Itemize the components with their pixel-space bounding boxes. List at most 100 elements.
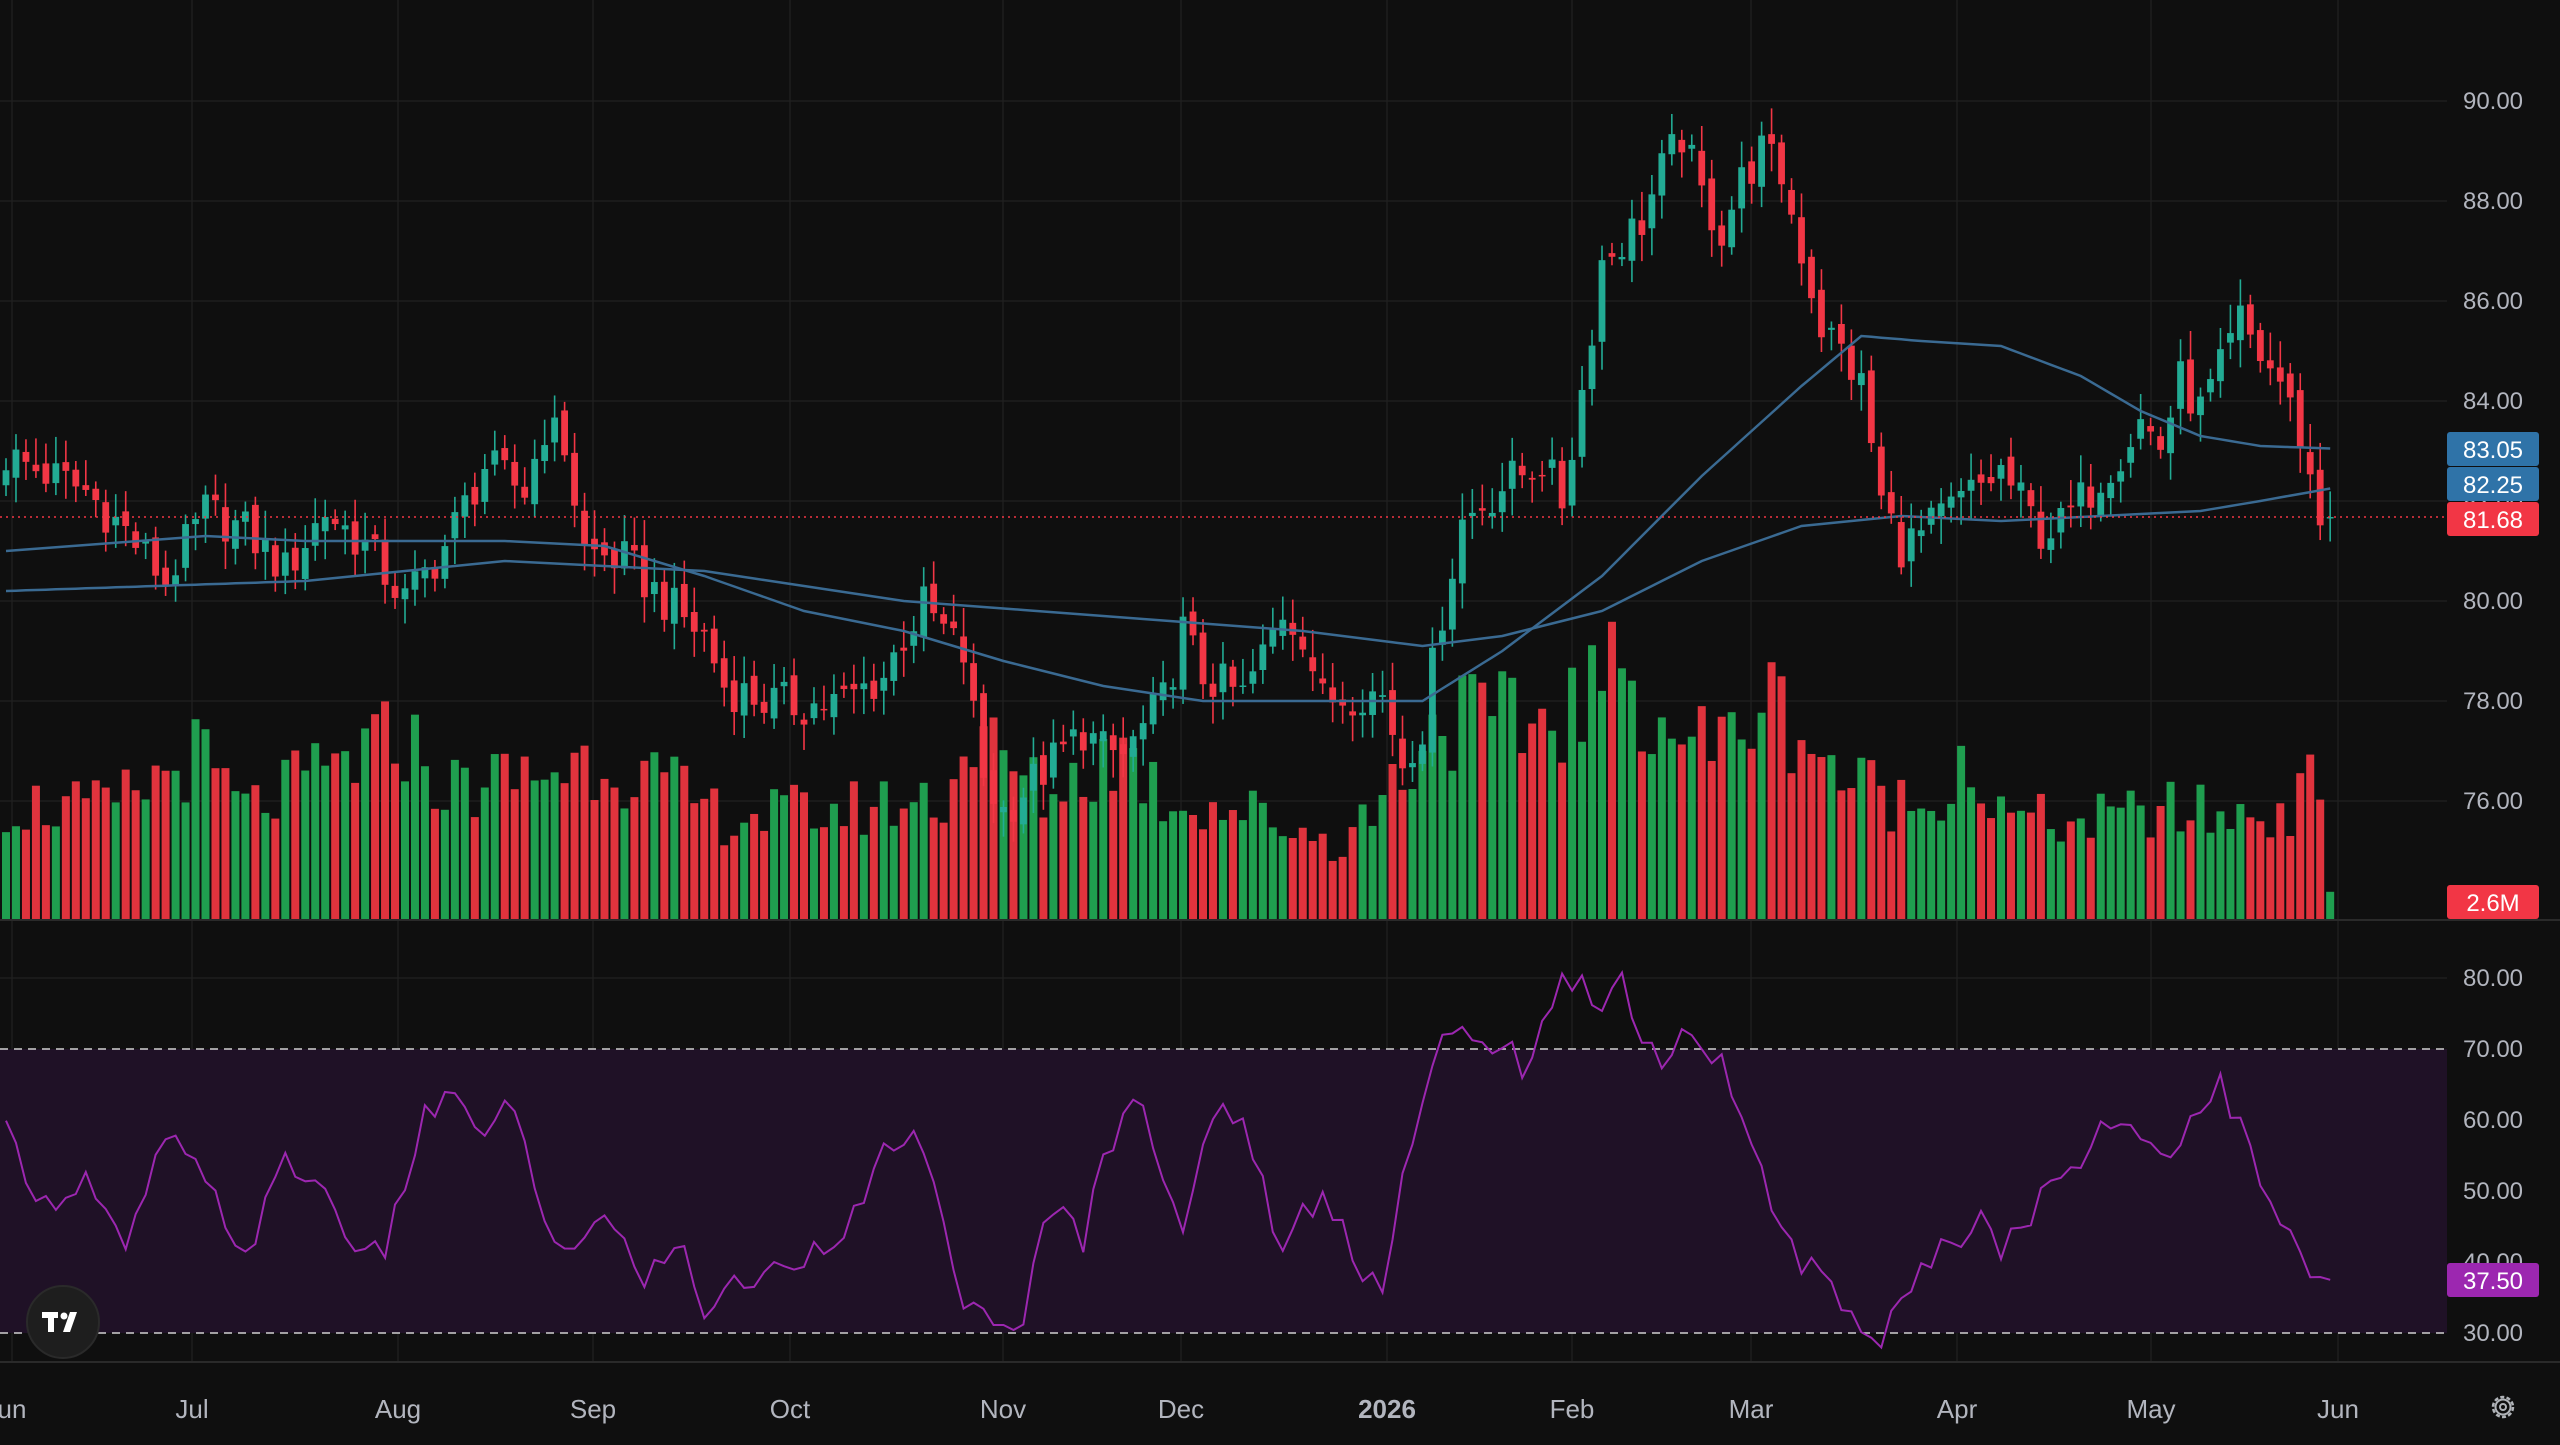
candle-body (1309, 657, 1317, 672)
volume-bar (520, 756, 529, 919)
candle-body (2077, 482, 2085, 507)
time-tick-label: un (0, 1394, 26, 1424)
candle-body (650, 582, 658, 595)
candle-body (291, 547, 299, 571)
candle-body (2217, 349, 2224, 382)
volume-bar (560, 783, 569, 919)
volume-bar (1617, 668, 1626, 919)
candle-body (341, 525, 349, 530)
candle-body (1838, 323, 1845, 344)
candle-body (710, 628, 718, 664)
volume-bar (2066, 821, 2075, 919)
time-axis[interactable]: un Jul Aug Sep Oct Nov Dec 2026 Feb Mar Apr May Jun (0, 1394, 2359, 1424)
volume-bar (81, 798, 90, 919)
volume-bar (1927, 810, 1936, 919)
volume-bar (660, 772, 669, 919)
candle-body (1818, 289, 1825, 338)
candle-body (122, 511, 130, 526)
candle-body (850, 683, 858, 690)
candle-body (251, 504, 259, 554)
candle-body (1977, 474, 1985, 483)
volume-bar (929, 817, 938, 919)
volume-bar (809, 828, 818, 919)
candle-body (1109, 735, 1117, 751)
volume-bar (1238, 820, 1247, 919)
tradingview-logo-icon[interactable] (26, 1285, 100, 1359)
volume-bar (1129, 748, 1138, 919)
ma50-label-text: 83.05 (2463, 437, 2523, 464)
volume-bar (1797, 740, 1806, 919)
volume-bar (1079, 796, 1088, 919)
volume-bar (1428, 714, 1437, 919)
candle-body (1608, 253, 1616, 257)
volume-bar (800, 792, 808, 919)
volume-bar (700, 798, 709, 919)
volume-bar (1627, 680, 1636, 919)
volume-bar (1368, 825, 1377, 919)
volume-bar (1169, 811, 1178, 919)
candle-body (52, 463, 60, 484)
candle-body (431, 567, 439, 579)
volume-bar (61, 796, 70, 919)
candle-body (1179, 616, 1187, 690)
volume-bar (41, 825, 50, 919)
candle-body (2167, 417, 2174, 454)
candle-body (551, 417, 559, 443)
candle-body (720, 658, 728, 688)
volume-bar (131, 790, 140, 919)
candle-body (511, 461, 519, 486)
ma200-price-label: 82.25 (2447, 467, 2539, 501)
candle-body (730, 680, 738, 713)
volume-bar (261, 812, 270, 919)
volume-bar (1987, 818, 1996, 919)
candle-body (1967, 479, 1975, 491)
candle-body (1329, 687, 1337, 703)
volume-bar (1109, 790, 1118, 919)
volume-bar (1727, 712, 1736, 919)
volume-bar (1897, 779, 1906, 919)
volume-bar (1308, 840, 1317, 919)
price-tick-label: 76.00 (2463, 788, 2523, 815)
candle-body (271, 545, 279, 577)
candle-body (301, 548, 309, 579)
candle-body (910, 631, 918, 646)
volume-bar (361, 728, 370, 919)
volume-bar (500, 753, 509, 919)
volume-bar (161, 770, 170, 919)
volume-bar (2056, 841, 2065, 919)
candle-body (1758, 135, 1765, 187)
rsi-band (0, 1049, 2447, 1333)
volume-bar (1607, 621, 1616, 919)
candle-body (222, 507, 229, 542)
volume-bar (1139, 803, 1148, 919)
volume-bar (1767, 662, 1776, 919)
candle-body (541, 445, 549, 462)
candle-body (930, 583, 938, 614)
volume-bar (2286, 835, 2295, 919)
ma200-label-bg (2447, 467, 2539, 501)
gear-icon[interactable] (2486, 1390, 2520, 1424)
candle-body (1897, 522, 1905, 568)
volume-bar (2126, 790, 2135, 919)
candle-body (2316, 469, 2324, 526)
volume-bar (1558, 762, 1567, 919)
volume-bar (2046, 829, 2055, 919)
volume-bar (1208, 802, 1217, 919)
candle-body (232, 520, 239, 549)
candle-body (820, 708, 828, 711)
volume-bar (2086, 837, 2095, 919)
candle-body (261, 539, 269, 552)
rsi-label-text: 37.50 (2463, 1268, 2523, 1295)
volume-bar (720, 845, 729, 919)
price-tick-label: 90.00 (2463, 88, 2523, 115)
candle-body (1648, 194, 1656, 229)
volume-bar (1438, 735, 1447, 919)
volume-bar (1248, 790, 1257, 919)
volume-bar (121, 769, 130, 919)
candle-body (1269, 629, 1277, 647)
candle-body (740, 683, 748, 716)
candle-body (2266, 360, 2274, 369)
